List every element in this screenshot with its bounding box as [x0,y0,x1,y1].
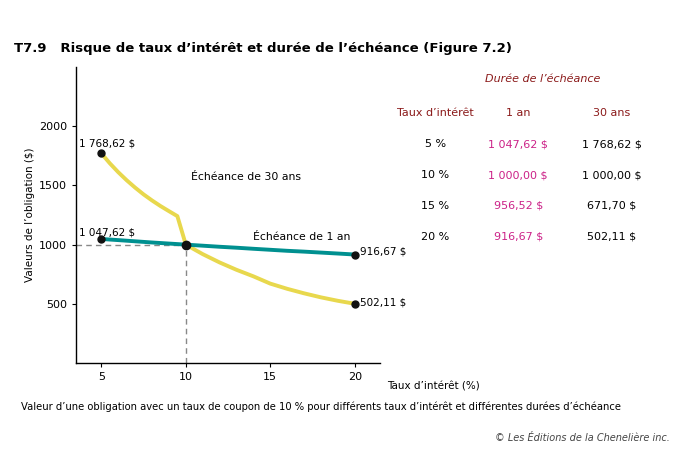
Text: 1 an: 1 an [506,108,531,118]
Text: 1 047,62 $: 1 047,62 $ [79,228,135,238]
Text: 956,52 $: 956,52 $ [493,201,543,211]
Text: 5 %: 5 % [425,139,446,149]
Text: Durée de l’échéance: Durée de l’échéance [485,74,600,84]
Text: Échéance de 30 ans: Échéance de 30 ans [191,171,301,182]
Text: T7.9   Risque de taux d’intérêt et durée de l’échéance (Figure 7.2): T7.9 Risque de taux d’intérêt et durée d… [14,42,512,55]
Text: 15 %: 15 % [422,201,449,211]
Text: 916,67 $: 916,67 $ [360,246,406,256]
Text: Taux d’intérêt (%): Taux d’intérêt (%) [387,382,480,392]
Text: 30 ans: 30 ans [593,108,630,118]
Text: 1 000,00 $: 1 000,00 $ [582,170,641,180]
Text: 502,11 $: 502,11 $ [587,232,636,242]
Text: Valeur d’une obligation avec un taux de coupon de 10 % pour différents taux d’in: Valeur d’une obligation avec un taux de … [21,401,621,412]
Text: Échéance de 1 an: Échéance de 1 an [254,232,351,242]
Text: 20 %: 20 % [422,232,449,242]
Y-axis label: Valeurs de l’obligation ($): Valeurs de l’obligation ($) [25,148,35,282]
Text: 1 768,62 $: 1 768,62 $ [79,138,135,148]
Text: Taux d’intérêt: Taux d’intérêt [397,108,474,118]
Text: 671,70 $: 671,70 $ [587,201,636,211]
Text: 1 047,62 $: 1 047,62 $ [489,139,548,149]
Text: 916,67 $: 916,67 $ [493,232,543,242]
Text: © Les Éditions de la Chenelière inc.: © Les Éditions de la Chenelière inc. [495,433,670,443]
Text: 10 %: 10 % [422,170,449,180]
Text: 1 000,00 $: 1 000,00 $ [489,170,548,180]
Text: 502,11 $: 502,11 $ [360,298,406,308]
Text: 1 768,62 $: 1 768,62 $ [582,139,641,149]
